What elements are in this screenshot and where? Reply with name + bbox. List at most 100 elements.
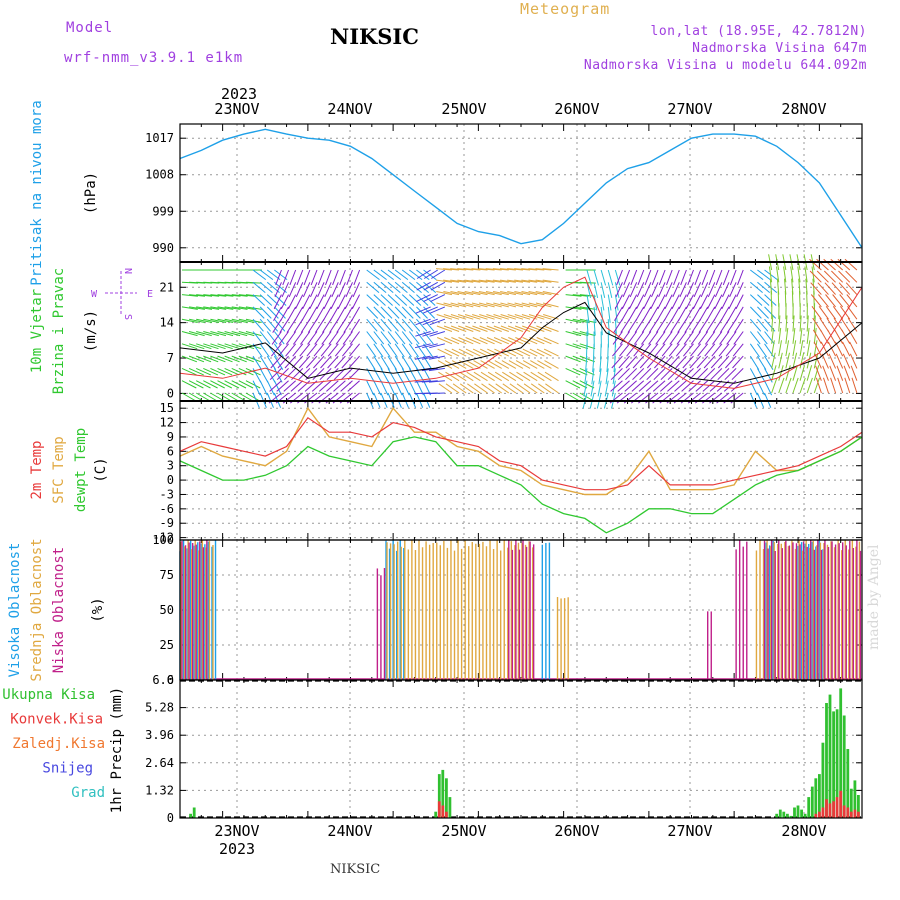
wind-barb (636, 282, 645, 298)
wind-barb (323, 294, 332, 310)
wind-barb (542, 279, 559, 283)
wind-barb (813, 341, 822, 357)
wind-barb (450, 314, 467, 320)
wind-barb (815, 377, 822, 394)
wind-barb (217, 331, 234, 337)
convective-precip-bar (828, 803, 832, 818)
total-precip-bar (818, 774, 821, 818)
wind-barb (508, 337, 524, 345)
wind-barb (349, 331, 361, 345)
wind-barb (622, 282, 631, 298)
wind-barb (492, 268, 509, 271)
temp-dewpt-ylabel: dewpt Temp (73, 428, 89, 512)
wind-barb (415, 318, 431, 326)
wind-barb (210, 306, 227, 310)
wind-barb (703, 368, 716, 381)
wind-barb (188, 380, 204, 389)
wind-barb (673, 269, 680, 286)
wind-barb (421, 380, 438, 383)
wind-barb (707, 282, 716, 298)
wind-barb (181, 306, 198, 310)
wind-barb (416, 331, 427, 345)
wind-barb (422, 343, 438, 349)
panel-frame (179, 679, 863, 819)
wind-barb (819, 317, 829, 332)
wind-barb (572, 367, 588, 376)
wind-barb (500, 302, 517, 308)
wind-barb (637, 269, 645, 286)
wind-barb (778, 315, 781, 332)
wind-barb (310, 282, 318, 298)
wind-barb (536, 348, 552, 357)
wind-barb (565, 318, 582, 323)
wind-barb (401, 318, 414, 332)
wind-barb (472, 314, 488, 320)
wind-barb (668, 343, 680, 357)
total-precip-bar (846, 749, 850, 818)
wind-barb (259, 380, 268, 396)
wind-barb (451, 348, 467, 357)
precip-legend-item: Zaledj.Kisa (12, 736, 105, 752)
wind-barb (625, 355, 638, 369)
wind-barb (592, 356, 595, 373)
wind-barb (543, 348, 559, 357)
wind-barb (464, 291, 481, 296)
wind-barb (298, 355, 311, 369)
wind-barb (366, 281, 380, 293)
wind-barb (435, 268, 453, 271)
wind-barb (507, 314, 524, 320)
wind-barb (572, 343, 589, 350)
model-label: Model (66, 20, 114, 36)
wind-barb (303, 269, 311, 286)
wind-barb (845, 282, 858, 295)
wind-barb (346, 269, 353, 286)
wind-barb (537, 371, 552, 382)
wind-barb (845, 270, 858, 283)
y-tick-label: 6.6 (152, 673, 174, 687)
wind-barb (737, 269, 744, 286)
wind-barb (658, 282, 666, 298)
wind-barb (522, 348, 538, 357)
wind-barb (210, 392, 225, 402)
wind-barb (238, 294, 255, 297)
wind-barb (824, 282, 836, 295)
y-tick-label: 0 (167, 811, 174, 825)
wind-barb (680, 269, 687, 286)
wind-barb (806, 340, 811, 357)
wind-barb (394, 368, 404, 383)
wind-barb (536, 337, 552, 345)
wind-barb (347, 368, 360, 381)
wind-barb (677, 318, 687, 333)
wind-barb (706, 306, 716, 322)
wind-barb (485, 268, 502, 271)
wind-barb (828, 353, 837, 369)
wind-barb (732, 355, 744, 369)
wind-barb (436, 279, 453, 283)
wind-barb (799, 365, 805, 381)
wind-barb (809, 270, 822, 283)
wind-barb (338, 282, 346, 298)
wind-barb (771, 315, 774, 332)
wind-barb (429, 331, 446, 337)
wind-barb (614, 294, 619, 311)
wind-barb (610, 368, 623, 381)
convective-precip-bar (839, 790, 843, 818)
wind-barb (486, 337, 502, 345)
wind-barb (311, 380, 325, 392)
wind-barb (347, 380, 360, 392)
wind-barb (565, 294, 582, 297)
total-precip-bar (800, 809, 803, 818)
wind-barb (231, 331, 248, 337)
wind-barb (459, 371, 474, 382)
wind-barb (259, 294, 273, 306)
wind-barb (657, 294, 666, 310)
wind-barb (679, 282, 687, 298)
wind-barb (675, 343, 687, 357)
wind-barb (416, 281, 430, 293)
wind-barb (692, 306, 702, 322)
wind-barb (271, 343, 282, 357)
wind-barb (296, 269, 304, 286)
wind-barb (708, 269, 716, 286)
wind-barb (500, 325, 517, 332)
wind-barb (343, 318, 353, 333)
